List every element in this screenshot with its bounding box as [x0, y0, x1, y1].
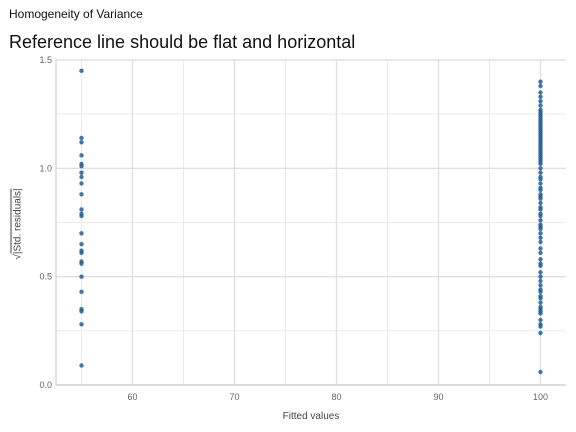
data-point: [538, 274, 543, 279]
y-tick-label: 0.0: [39, 380, 52, 390]
data-point: [79, 140, 84, 145]
data-point: [538, 226, 543, 232]
data-point: [79, 213, 84, 219]
grid-lines: [56, 59, 566, 386]
data-point: [538, 296, 543, 301]
data-point: [538, 218, 543, 223]
data-point: [79, 241, 84, 247]
data-point: [538, 246, 543, 251]
y-axis-label: √|Std. residuals|: [10, 188, 24, 260]
data-points: [79, 68, 543, 375]
data-point: [79, 192, 84, 197]
data-point: [538, 176, 543, 182]
x-tick-label: 60: [127, 392, 137, 402]
data-point: [538, 283, 543, 288]
data-point: [538, 170, 543, 175]
axes: [55, 60, 566, 386]
data-point: [538, 231, 543, 236]
data-point: [538, 98, 543, 104]
data-point: [79, 231, 84, 236]
data-point: [79, 181, 84, 186]
data-point: [538, 79, 543, 84]
figure-title: Homogeneity of Variance: [9, 7, 143, 21]
x-tick-label: 100: [533, 392, 548, 402]
data-point: [538, 94, 543, 100]
data-point: [79, 322, 84, 327]
data-point: [538, 311, 543, 316]
data-point: [538, 181, 543, 186]
data-point: [79, 170, 84, 175]
data-point: [538, 270, 543, 275]
data-point: [79, 163, 84, 169]
data-point: [79, 207, 84, 212]
data-point: [538, 187, 543, 193]
data-point: [538, 200, 543, 206]
y-axis-label-radical: √: [12, 254, 24, 260]
data-point: [538, 213, 543, 219]
data-point: [79, 153, 84, 158]
x-tick-label: 70: [229, 392, 239, 402]
data-point: [79, 309, 84, 314]
data-point: [538, 317, 543, 323]
data-point: [538, 324, 543, 329]
data-point: [79, 274, 84, 279]
data-point: [538, 90, 543, 95]
data-point: [538, 235, 543, 240]
x-tick-label: 90: [433, 392, 443, 402]
data-point: [538, 83, 543, 89]
data-point: [538, 161, 543, 167]
data-point: [538, 289, 543, 295]
data-point: [538, 369, 543, 375]
data-point: [538, 250, 543, 256]
data-point: [538, 239, 543, 245]
data-point: [79, 135, 84, 141]
data-point: [79, 174, 84, 180]
data-point: [538, 278, 543, 284]
data-point: [538, 257, 543, 262]
data-point: [79, 363, 84, 368]
data-point: [538, 300, 543, 305]
y-tick-label: 1.0: [39, 163, 52, 173]
data-point: [538, 196, 543, 201]
data-point: [538, 166, 543, 171]
data-point: [79, 289, 84, 295]
x-axis-label: Fitted values: [282, 411, 340, 422]
x-tick-label: 80: [331, 392, 341, 402]
data-point: [538, 103, 543, 108]
data-point: [538, 263, 543, 269]
figure-subtitle: Reference line should be flat and horizo…: [9, 32, 356, 52]
data-point: [79, 261, 84, 266]
data-point: [538, 207, 543, 212]
tick-labels: 60 70 80 90 100 0.0 0.5 1.0 1.5: [39, 55, 548, 402]
data-point: [79, 250, 84, 256]
y-tick-label: 1.5: [39, 55, 52, 65]
y-axis-label-text: |Std. residuals|: [10, 188, 24, 255]
y-tick-label: 0.5: [39, 272, 52, 282]
data-point: [538, 330, 543, 336]
data-point: [79, 68, 84, 74]
